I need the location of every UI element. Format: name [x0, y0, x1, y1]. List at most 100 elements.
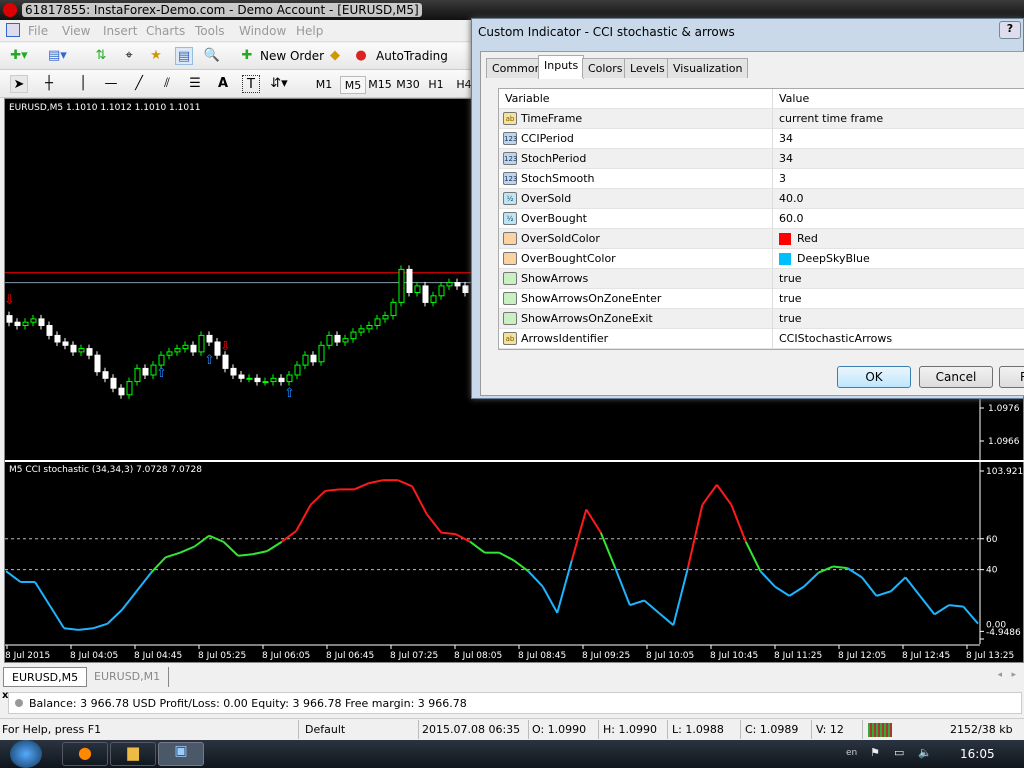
indicator-tick-label: 0.00 [986, 620, 1006, 630]
variable-value[interactable]: 34 [779, 152, 793, 165]
input-row-stochsmooth[interactable]: 123 StochSmooth 3 [499, 169, 1024, 189]
variable-value[interactable]: Red [797, 232, 818, 245]
help-button[interactable]: ? [999, 21, 1021, 39]
variable-value[interactable]: true [779, 272, 802, 285]
explorer-icon[interactable]: ▆ [110, 742, 156, 766]
horizontal-line-icon[interactable]: — [104, 76, 118, 91]
chart-canvas[interactable]: 1.0976 1.0966 ⇩ ⇧ ⇧ ⇩ ⇧ 103.9215 60 40 0.00-4.9486… [5, 99, 1024, 664]
input-row-oversoldcolor[interactable]: OverSoldColor Red [499, 229, 1024, 249]
text-label-icon[interactable]: T [242, 75, 260, 93]
autotrading-button[interactable]: AutoTrading [376, 49, 448, 63]
new-chart-icon[interactable]: ✚▾ [10, 48, 28, 63]
terminal-close-button[interactable]: x [2, 690, 9, 701]
volume-icon[interactable]: 🔈 [918, 746, 932, 759]
timeframe-m5[interactable]: M5 [340, 76, 366, 94]
variable-value[interactable]: true [779, 292, 802, 305]
variable-value[interactable]: 40.0 [779, 192, 804, 205]
equidistant-channel-icon[interactable]: ⫽ [164, 76, 170, 91]
profiles-icon[interactable]: ▤▾ [48, 48, 67, 63]
network-icon[interactable]: ▭ [894, 746, 905, 759]
input-row-timeframe[interactable]: ab TimeFrame current time frame [499, 109, 1024, 129]
indicator-line-segment [599, 532, 617, 569]
chart-tab-eurusd-m5[interactable]: EURUSD,M5 [3, 667, 88, 687]
candle-body [94, 354, 101, 373]
market-watch-icon[interactable]: ⇅ [95, 48, 107, 63]
input-row-showarrowsonzoneexit[interactable]: ShowArrowsOnZoneExit true [499, 309, 1024, 329]
candle-body [102, 371, 109, 379]
firefox-icon[interactable]: ● [62, 742, 108, 766]
variable-value[interactable]: DeepSkyBlue [797, 252, 870, 265]
input-row-overboughtcolor[interactable]: OverBoughtColor DeepSkyBlue [499, 249, 1024, 269]
arrows-icon[interactable]: ⇵▾ [270, 76, 288, 91]
indicator-line-segment [701, 484, 718, 506]
autotrading-icon[interactable]: ● [355, 48, 367, 63]
tab-colors[interactable]: Colors [582, 58, 629, 78]
ok-button[interactable]: OK [837, 366, 911, 388]
variable-name: ShowArrowsOnZoneExit [521, 312, 653, 325]
input-row-stochperiod[interactable]: 123 StochPeriod 34 [499, 149, 1024, 169]
menu-insert[interactable]: Insert [103, 24, 138, 38]
menu-help[interactable]: Help [296, 24, 324, 38]
candle-body [278, 377, 285, 383]
strategy-tester-icon[interactable]: 🔍 [203, 48, 221, 63]
crosshair-target-icon[interactable]: ⌖ [125, 48, 133, 63]
trendline-icon[interactable]: ╱ [135, 76, 143, 91]
metaeditor-icon[interactable]: ◆ [330, 48, 340, 63]
clock[interactable]: 16:05 [960, 747, 995, 761]
chart-menu-icon[interactable] [6, 23, 20, 37]
timeframe-m1[interactable]: M1 [315, 78, 333, 91]
indicator-line-segment [455, 533, 471, 543]
start-button[interactable] [10, 740, 42, 768]
tab-levels[interactable]: Levels [624, 58, 671, 78]
tab-visualization[interactable]: Visualization [667, 58, 749, 78]
tab-common[interactable]: Common [486, 58, 548, 78]
menu-file[interactable]: File [28, 24, 49, 38]
variable-value[interactable]: 3 [779, 172, 786, 185]
indicator-line-segment [411, 485, 428, 515]
candle-body [174, 348, 181, 353]
indicator-line-segment [368, 479, 384, 485]
chart-tab-eurusd-m1[interactable]: EURUSD,M1 [86, 667, 170, 687]
reset-button[interactable]: R [999, 366, 1024, 388]
menu-charts[interactable]: Charts [146, 24, 186, 38]
variable-value[interactable]: 60.0 [779, 212, 804, 225]
text-icon[interactable]: A [217, 76, 229, 91]
input-row-arrowsidentifier[interactable]: ab ArrowsIdentifier CCIStochasticArrows [499, 329, 1024, 349]
variable-value[interactable]: CCIStochasticArrows [779, 332, 893, 345]
variable-value[interactable]: true [779, 312, 802, 325]
timeframe-h1[interactable]: H1 [428, 78, 444, 91]
navigator-icon[interactable]: ▤ [175, 47, 193, 65]
scroll-right-icon[interactable]: ▸ [1011, 670, 1016, 680]
metatrader-taskbar-icon[interactable]: ▣ [158, 742, 204, 766]
favorites-folder-icon[interactable]: ★ [150, 48, 162, 63]
timeframe-h4[interactable]: H4 [456, 78, 472, 91]
variable-value[interactable]: 34 [779, 132, 793, 145]
timeframe-m15[interactable]: M15 [368, 78, 392, 91]
input-row-showarrows[interactable]: ShowArrows true [499, 269, 1024, 289]
vertical-line-icon[interactable]: │ [79, 76, 87, 91]
cancel-button[interactable]: Cancel [919, 366, 993, 388]
language-indicator[interactable]: en [846, 748, 858, 758]
candle-body [206, 334, 213, 343]
flag-icon[interactable]: ⚑ [870, 746, 880, 759]
indicator-line-segment [629, 599, 645, 607]
input-row-overbought[interactable]: ½ OverBought 60.0 [499, 209, 1024, 229]
window-title: 61817855: InstaForex-Demo.com - Demo Acc… [22, 3, 422, 17]
new-order-button[interactable]: New Order [260, 49, 325, 63]
menu-tools[interactable]: Tools [195, 24, 225, 38]
input-row-showarrowsonzoneenter[interactable]: ShowArrowsOnZoneEnter true [499, 289, 1024, 309]
crosshair-icon[interactable]: ┼ [45, 76, 53, 91]
tab-inputs[interactable]: Inputs [538, 55, 585, 79]
input-row-oversold[interactable]: ½ OverSold 40.0 [499, 189, 1024, 209]
price-tick-label: 1.0976 [988, 404, 1020, 414]
variable-value[interactable]: current time frame [779, 112, 884, 125]
cursor-icon[interactable]: ➤ [10, 75, 28, 93]
indicator-line-segment [744, 541, 762, 572]
timeframe-m30[interactable]: M30 [396, 78, 420, 91]
menu-view[interactable]: View [62, 24, 91, 38]
menu-window[interactable]: Window [239, 24, 287, 38]
fibonacci-icon[interactable]: ☰ [189, 76, 201, 91]
input-row-cciperiod[interactable]: 123 CCIPeriod 34 [499, 129, 1024, 149]
new-order-icon[interactable]: ✚ [241, 48, 253, 63]
scroll-left-icon[interactable]: ◂ [997, 670, 1002, 680]
